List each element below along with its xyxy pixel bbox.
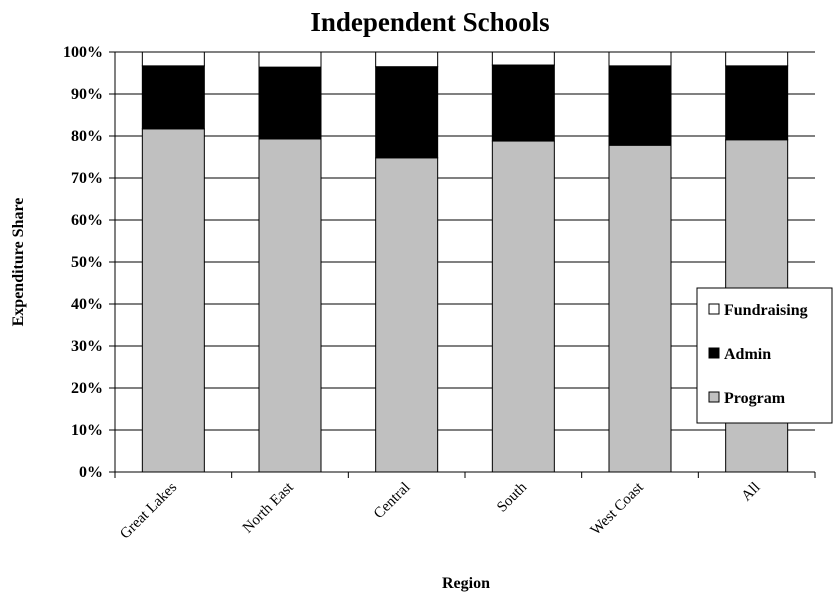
bar-fundraising-5 (725, 51, 789, 67)
legend-label-admin: Admin (724, 346, 771, 363)
bar-admin-3 (491, 64, 555, 142)
legend-swatch-program (708, 391, 720, 403)
axes (109, 51, 816, 478)
y-tick-label: 10% (71, 422, 103, 439)
y-tick-label: 60% (71, 212, 103, 229)
y-tick-label: 30% (71, 338, 103, 355)
bar-admin-5 (725, 65, 789, 141)
y-tick-label: 0% (79, 464, 103, 481)
x-tick-label: South (494, 479, 530, 515)
bar-fundraising-2 (375, 51, 439, 68)
y-tick-label: 40% (71, 296, 103, 313)
y-tick-labels: 0% 10% 20% 30% 40% 50% 60% 70% 80% 90% 100% (63, 44, 103, 481)
y-tick-label: 90% (71, 86, 103, 103)
legend-label-program: Program (724, 390, 786, 407)
y-tick-label: 100% (63, 44, 103, 61)
x-tick-label: All (739, 480, 764, 505)
bar-program-1 (258, 138, 322, 473)
bars (141, 51, 789, 473)
y-axis-title: Expenditure Share (10, 198, 27, 327)
x-axis-title: Region (442, 575, 490, 592)
y-tick-label: 70% (71, 170, 103, 187)
bar-admin-0 (141, 65, 205, 130)
x-tick-label: North East (240, 479, 298, 537)
legend-label-fundraising: Fundraising (724, 302, 808, 319)
bar-fundraising-1 (258, 51, 322, 68)
y-tick-label: 50% (71, 254, 103, 271)
y-tick-label: 80% (71, 128, 103, 145)
bar-program-2 (375, 157, 439, 473)
y-tick-label: 20% (71, 380, 103, 397)
bar-admin-1 (258, 66, 322, 140)
bar-admin-2 (375, 66, 439, 159)
bar-program-4 (608, 144, 672, 473)
bar-fundraising-4 (608, 51, 672, 67)
legend: Fundraising Admin Program (696, 287, 833, 424)
bar-program-3 (491, 140, 555, 473)
bar-program-0 (141, 128, 205, 473)
bar-fundraising-3 (491, 51, 555, 66)
bar-fundraising-0 (141, 51, 205, 67)
x-tick-label: West Coast (588, 479, 648, 539)
chart-title: Independent Schools (310, 7, 549, 37)
x-tick-labels: Great Lakes North East Central South West Co… (117, 479, 763, 542)
legend-swatch-admin (708, 347, 720, 359)
x-tick-label: Great Lakes (117, 479, 180, 542)
legend-swatch-fundraising (708, 303, 720, 315)
bar-admin-4 (608, 65, 672, 146)
gridlines (115, 51, 815, 473)
x-tick-label: Central (371, 480, 414, 523)
